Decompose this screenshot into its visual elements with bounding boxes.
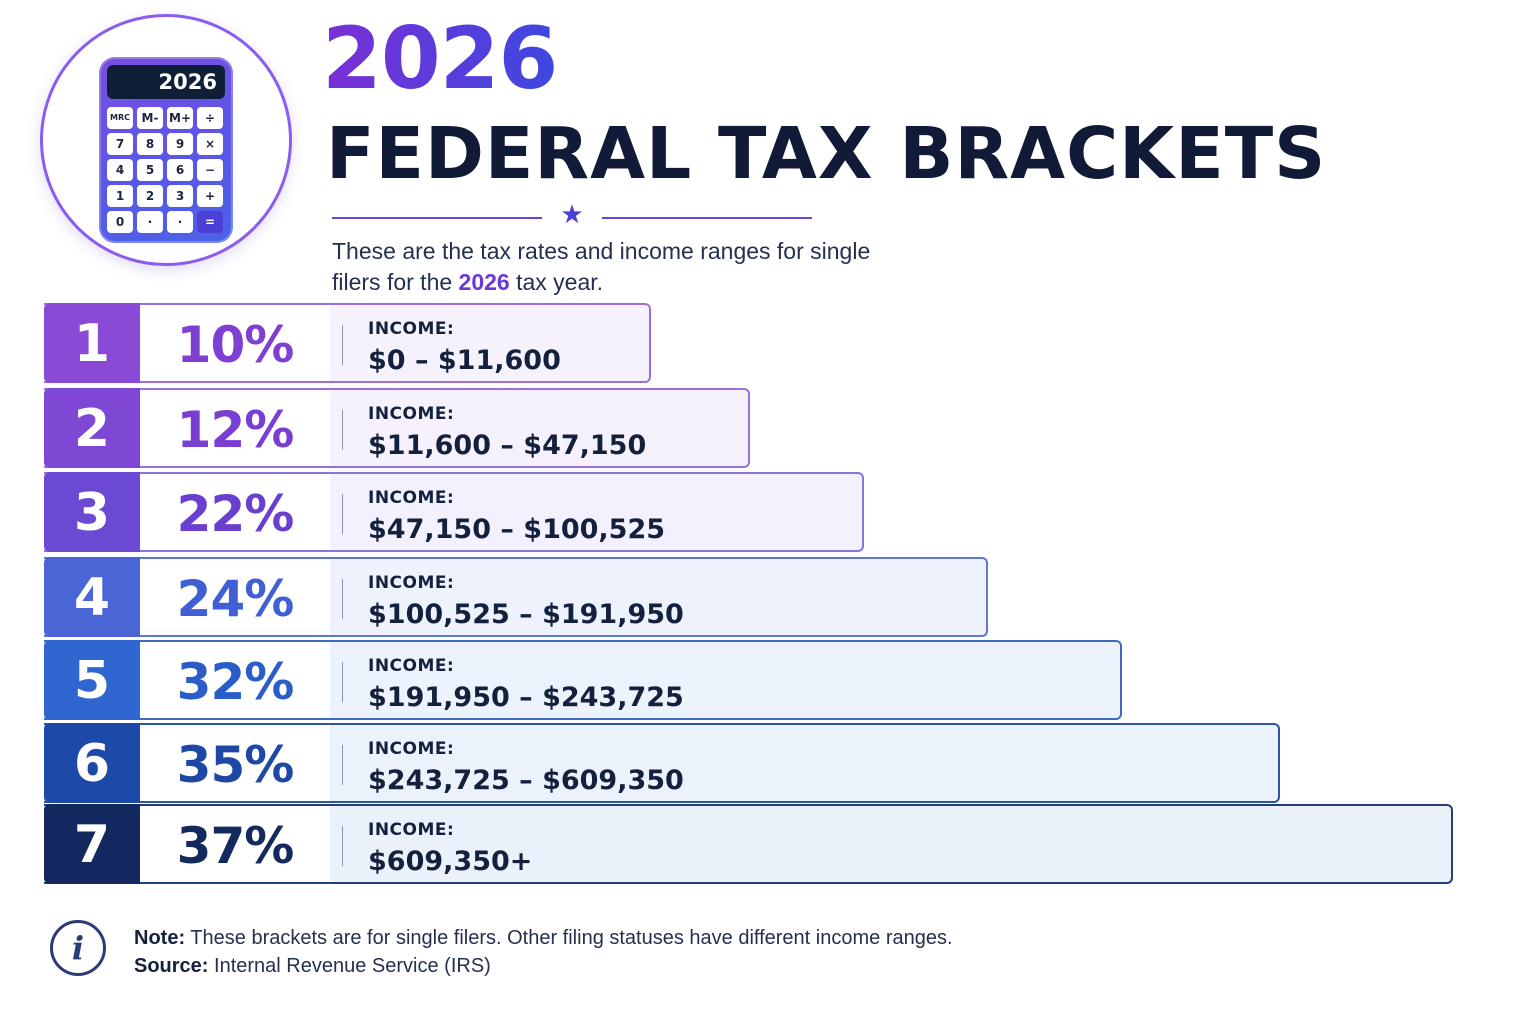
page-title: FEDERAL TAX BRACKETS — [326, 112, 1327, 195]
note-line: Note: These brackets are for single file… — [134, 924, 953, 952]
bracket-row: 6 35% INCOME: $243,725 – $609,350 — [44, 723, 1280, 803]
calculator-icon: 2026 MRC M- M+ ÷ 7 8 9 × 4 5 6−1 2 3 +0 · · = — [99, 57, 233, 243]
row-separator — [342, 494, 343, 534]
bracket-number: 1 — [44, 303, 140, 383]
bracket-number: 4 — [44, 557, 140, 637]
income-label: INCOME: — [368, 488, 455, 508]
bracket-row: 4 24% INCOME: $100,525 – $191,950 — [44, 557, 988, 637]
note-text: These brackets are for single filers. Ot… — [185, 927, 953, 949]
calculator-key: 6 — [167, 159, 193, 181]
bracket-rate: 24% — [176, 570, 295, 628]
calculator-key: × — [197, 133, 223, 155]
calculator-key: 4 — [107, 159, 133, 181]
income-range: $0 – $11,600 — [368, 345, 561, 376]
bracket-row: 2 12% INCOME: $11,600 – $47,150 — [44, 388, 750, 468]
calculator-key: 2 — [137, 185, 163, 207]
rate-cell — [140, 806, 330, 882]
bracket-number: 7 — [44, 804, 140, 884]
calculator-emblem: 2026 MRC M- M+ ÷ 7 8 9 × 4 5 6−1 2 3 +0 · · = — [40, 14, 292, 266]
intro-highlight: 2026 — [458, 269, 510, 295]
page-year: 2026 — [322, 9, 558, 109]
calculator-key: − — [197, 159, 223, 181]
calculator-key: M+ — [167, 107, 193, 129]
row-separator — [342, 745, 343, 785]
income-label: INCOME: — [368, 820, 455, 840]
rate-cell — [140, 559, 330, 635]
title-divider: ★ — [332, 200, 812, 230]
income-label: INCOME: — [368, 404, 455, 424]
row-separator — [342, 579, 343, 619]
calculator-key: = — [197, 211, 223, 233]
footnote: Note: These brackets are for single file… — [134, 924, 953, 980]
rate-cell — [140, 474, 330, 550]
bracket-rate: 22% — [176, 485, 295, 543]
bracket-rate: 10% — [176, 316, 295, 374]
row-separator — [342, 410, 343, 450]
calculator-key: 8 — [137, 133, 163, 155]
note-label: Note: — [134, 927, 186, 949]
income-label: INCOME: — [368, 656, 455, 676]
bracket-number: 6 — [44, 723, 140, 803]
calculator-key: 9 — [167, 133, 193, 155]
intro-text: These are the tax rates and income range… — [332, 236, 892, 298]
calculator-key: 3 — [167, 185, 193, 207]
calculator-key: · — [167, 211, 193, 233]
bracket-row: 7 37% INCOME: $609,350+ — [44, 804, 1453, 884]
income-range: $243,725 – $609,350 — [368, 765, 684, 796]
calculator-key: 7 — [107, 133, 133, 155]
calculator-keypad: MRC M- M+ ÷ 7 8 9 × 4 5 6−1 2 3 +0 · · = — [107, 107, 225, 233]
star-icon: ★ — [560, 200, 584, 230]
intro-prefix: These are the tax rates and income range… — [332, 238, 871, 295]
bracket-number: 3 — [44, 472, 140, 552]
income-range: $100,525 – $191,950 — [368, 599, 684, 630]
row-separator — [342, 826, 343, 866]
calculator-key: 1 — [107, 185, 133, 207]
calculator-key: 5 — [137, 159, 163, 181]
row-separator — [342, 325, 343, 365]
bracket-rate: 12% — [176, 401, 295, 459]
income-label: INCOME: — [368, 573, 455, 593]
income-label: INCOME: — [368, 739, 455, 759]
info-icon: i — [50, 920, 106, 976]
rate-cell — [140, 642, 330, 718]
source-text: Internal Revenue Service (IRS) — [208, 955, 491, 977]
calculator-key: ÷ — [197, 107, 223, 129]
rate-cell — [140, 725, 330, 801]
bracket-rate: 32% — [176, 653, 295, 711]
rate-cell — [140, 305, 330, 381]
income-range: $191,950 – $243,725 — [368, 682, 684, 713]
income-label: INCOME: — [368, 319, 455, 339]
source-label: Source: — [134, 955, 209, 977]
bracket-rate: 35% — [176, 736, 295, 794]
calculator-key: 0 — [107, 211, 133, 233]
bracket-row: 5 32% INCOME: $191,950 – $243,725 — [44, 640, 1122, 720]
intro-suffix: tax year. — [509, 269, 604, 295]
bracket-row: 3 22% INCOME: $47,150 – $100,525 — [44, 472, 864, 552]
bracket-rate: 37% — [176, 817, 295, 875]
bracket-number: 5 — [44, 640, 140, 720]
calculator-key: MRC — [107, 107, 133, 129]
income-range: $11,600 – $47,150 — [368, 430, 647, 461]
calculator-key: + — [197, 185, 223, 207]
source-line: Source: Internal Revenue Service (IRS) — [134, 952, 953, 980]
calculator-display: 2026 — [107, 65, 225, 99]
calculator-key: · — [137, 211, 163, 233]
income-range: $609,350+ — [368, 846, 533, 877]
bracket-row: 1 10% INCOME: $0 – $11,600 — [44, 303, 651, 383]
calculator-key: M- — [137, 107, 163, 129]
rate-cell — [140, 390, 330, 466]
bracket-number: 2 — [44, 388, 140, 468]
row-separator — [342, 662, 343, 702]
income-range: $47,150 – $100,525 — [368, 514, 666, 545]
